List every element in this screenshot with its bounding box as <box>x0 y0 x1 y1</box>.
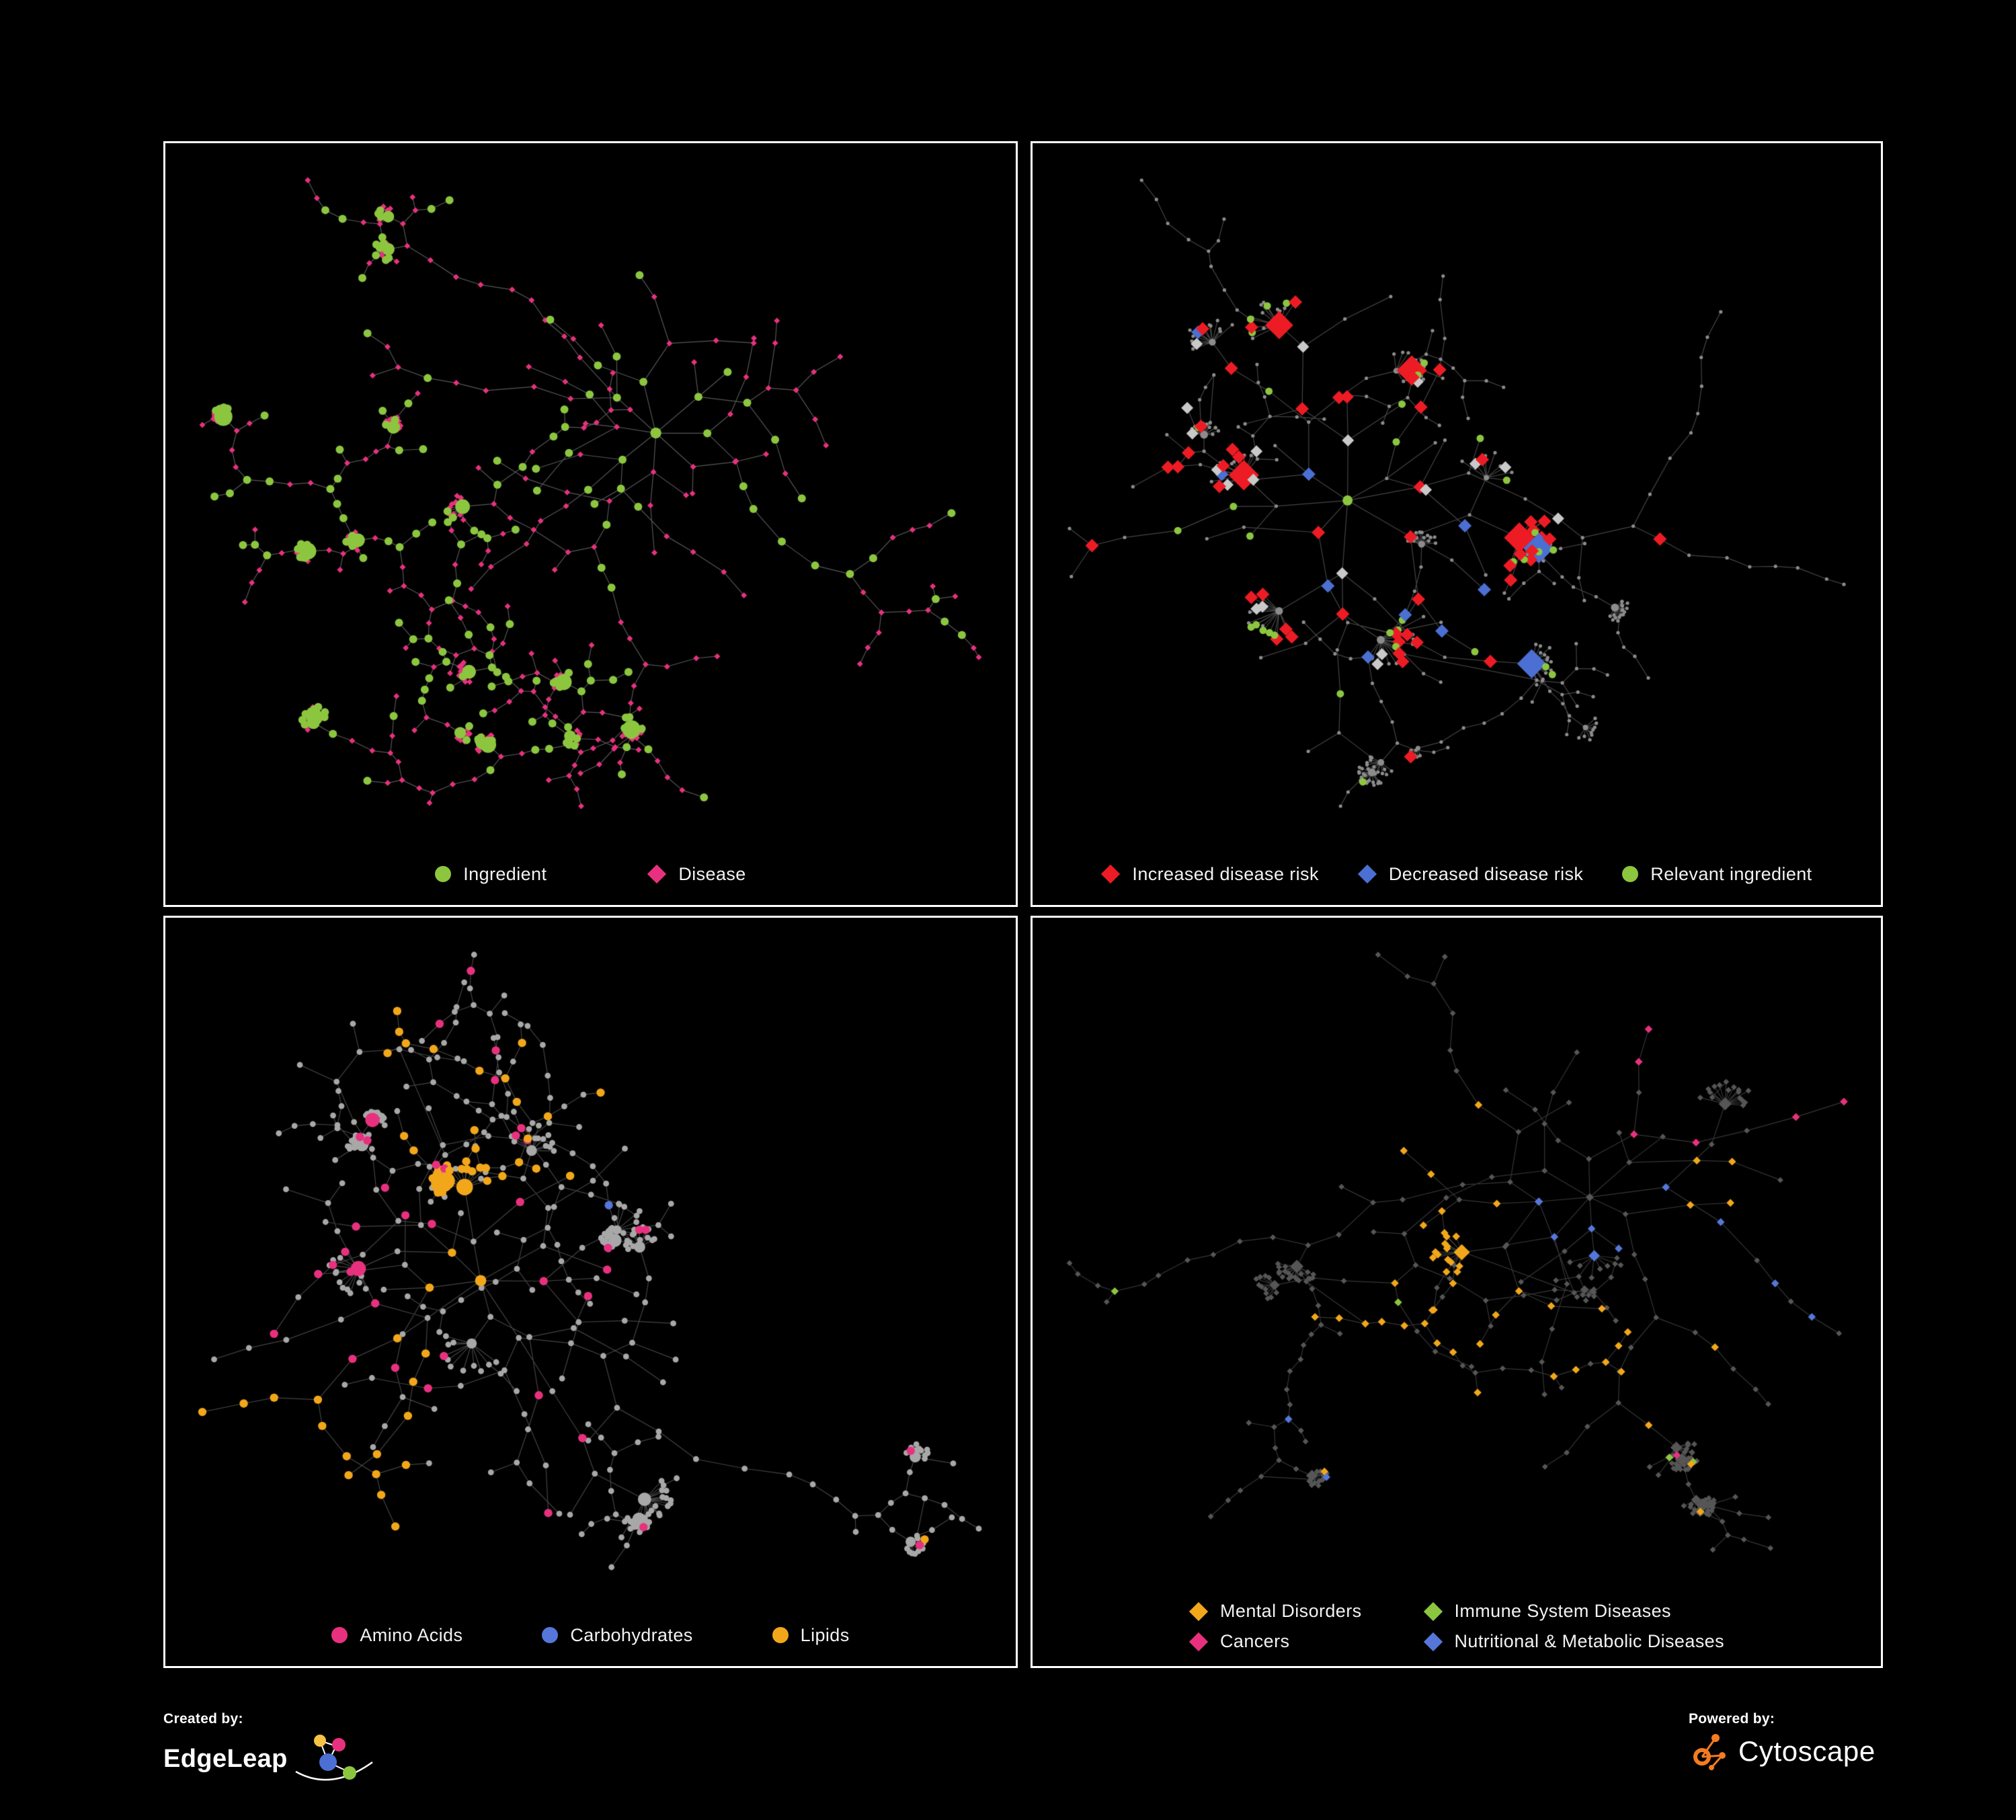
legend-disease-classes: Mental Disorders Immune System Diseases … <box>1033 1587 1881 1666</box>
legend-label-carbohydrates: Carbohydrates <box>570 1624 693 1645</box>
legend-disease-risk: Increased disease risk Decreased disease… <box>1033 843 1881 905</box>
panel-disease-class-network: Mental Disorders Immune System Diseases … <box>1031 916 1883 1668</box>
increased-risk-swatch-icon <box>1101 864 1121 884</box>
legend-label-amino-acids: Amino Acids <box>360 1624 463 1645</box>
cancers-swatch-icon <box>1188 1632 1209 1651</box>
legend-label-cancers: Cancers <box>1220 1631 1290 1651</box>
legend-item-nutritional-metabolic-diseases: Nutritional & Metabolic Diseases <box>1423 1631 1724 1652</box>
legend-item-disease: Disease <box>647 864 745 885</box>
edgeleap-logo: EdgeLeap <box>163 1730 375 1788</box>
immune-system-diseases-swatch-icon <box>1423 1601 1443 1621</box>
legend-item-lipids: Lipids <box>772 1625 850 1646</box>
legend-item-mental-disorders: Mental Disorders <box>1188 1601 1362 1622</box>
legend-item-increased-risk: Increased disease risk <box>1101 864 1318 885</box>
legend-label-lipids: Lipids <box>800 1624 850 1645</box>
legend-item-decreased-risk: Decreased disease risk <box>1357 863 1584 885</box>
legend-label-increased-risk: Increased disease risk <box>1132 863 1319 884</box>
legend-label-disease: Disease <box>678 863 746 884</box>
ingredient-swatch-icon <box>435 866 452 882</box>
decreased-risk-swatch-icon <box>1357 864 1377 884</box>
disease-risk-network-canvas <box>1033 143 1881 843</box>
cytoscape-wordmark: Cytoscape <box>1738 1735 1876 1767</box>
legend-label-ingredient: Ingredient <box>463 863 547 884</box>
legend-item-immune-system-diseases: Immune System Diseases <box>1423 1601 1724 1622</box>
legend-label-decreased-risk: Decreased disease risk <box>1388 863 1584 884</box>
created-by-block: Created by: EdgeLeap <box>163 1711 375 1788</box>
powered-by-block: Powered by: Cytoscape <box>1689 1711 1876 1773</box>
legend-item-ingredient: Ingredient <box>435 864 547 885</box>
nutrient-class-network-canvas <box>165 918 1016 1604</box>
panel-ingredient-disease-network: Ingredient Disease <box>163 141 1018 907</box>
powered-by-label: Powered by: <box>1689 1711 1775 1727</box>
lipids-swatch-icon <box>772 1627 789 1643</box>
amino-acids-swatch-icon <box>331 1627 348 1643</box>
panel-nutrient-class-network: Amino Acids Carbohydrates Lipids <box>163 916 1018 1668</box>
legend-ingredient-disease: Ingredient Disease <box>165 843 1016 905</box>
legend-item-cancers: Cancers <box>1188 1631 1361 1652</box>
carbohydrates-swatch-icon <box>542 1627 559 1643</box>
legend-label-immune-system-diseases: Immune System Diseases <box>1454 1601 1671 1621</box>
edgeleap-logo-icon <box>295 1735 373 1781</box>
ingredient-disease-network-canvas <box>165 143 1016 843</box>
legend-item-amino-acids: Amino Acids <box>331 1625 462 1646</box>
legend-label-nutritional-metabolic-diseases: Nutritional & Metabolic Diseases <box>1454 1631 1724 1651</box>
disease-swatch-icon <box>647 864 667 884</box>
legend-label-relevant-ingredient: Relevant ingredient <box>1650 863 1812 884</box>
relevant-ingredient-swatch-icon <box>1622 866 1639 882</box>
legend-item-carbohydrates: Carbohydrates <box>542 1625 692 1646</box>
nutritional-metabolic-diseases-swatch-icon <box>1423 1632 1443 1651</box>
edgeleap-wordmark: EdgeLeap <box>163 1744 288 1773</box>
cytoscape-logo-icon <box>1693 1734 1726 1770</box>
created-by-label: Created by: <box>163 1711 243 1727</box>
legend-nutrient-classes: Amino Acids Carbohydrates Lipids <box>165 1604 1016 1666</box>
legend-label-mental-disorders: Mental Disorders <box>1220 1601 1362 1621</box>
disease-class-network-canvas <box>1033 918 1881 1587</box>
mental-disorders-swatch-icon <box>1188 1601 1209 1621</box>
cytoscape-logo: Cytoscape <box>1689 1730 1876 1773</box>
legend-item-relevant-ingredient: Relevant ingredient <box>1622 864 1812 885</box>
panel-disease-risk-network: Increased disease risk Decreased disease… <box>1031 141 1883 907</box>
